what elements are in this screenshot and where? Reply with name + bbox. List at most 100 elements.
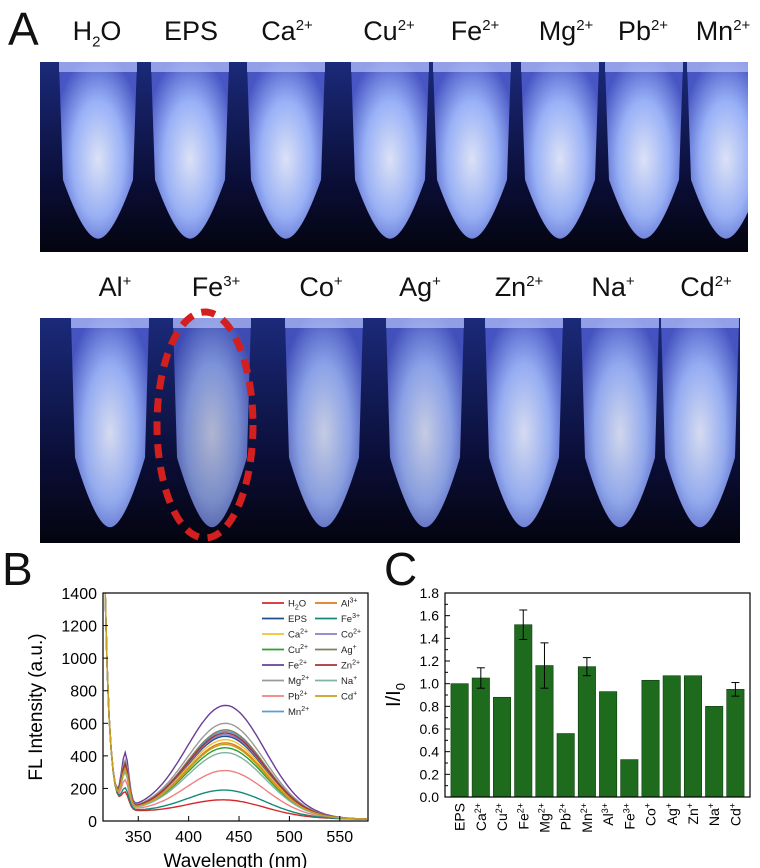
c-ytick-0: 0.0 [420, 789, 440, 805]
b-ytick-5: 1000 [61, 651, 97, 668]
b-ytick-7: 1400 [61, 586, 97, 603]
spectrum-line-10 [104, 593, 368, 820]
legend-label-l-0: H2O [288, 599, 306, 612]
row1-label-7: Mn2+ [695, 16, 751, 46]
legend-label-r-6: Cd+ [341, 691, 357, 703]
error-bar-6 [582, 657, 591, 677]
b-ytick-4: 800 [70, 684, 97, 701]
top-tube-4 [433, 62, 511, 239]
c-xtick-0: EPS [452, 803, 468, 831]
legend-label-l-6: Pb2+ [288, 691, 308, 703]
c-xtick-11: Zn+ [685, 803, 701, 825]
legend-label-r-3: Ag+ [341, 644, 357, 656]
row2-label-3: Ag+ [399, 272, 441, 302]
c-xtick-9: Co+ [643, 803, 659, 826]
c-xtick-8: Fe3+ [621, 803, 637, 830]
legend-label-r-4: Zn2+ [341, 660, 360, 672]
c-xtick-10: Ag+ [664, 803, 680, 825]
spectrum-line-0 [104, 593, 367, 820]
row1-label-0: H2O [72, 16, 122, 51]
bar-5 [556, 733, 575, 798]
b-xtick-3: 500 [276, 829, 303, 846]
legend-label-l-4: Fe2+ [288, 660, 307, 672]
legend-label-l-2: Ca2+ [288, 629, 308, 641]
bar-1 [471, 677, 490, 798]
panel-c-letter: C [384, 543, 418, 595]
error-bar-4 [540, 642, 549, 689]
legend-label-l-1: EPS [288, 614, 307, 625]
spectrum-line-9 [104, 593, 368, 820]
c-ytick-2: 0.4 [420, 744, 440, 760]
c-xtick-7: Al3+ [600, 803, 616, 826]
legend-label-r-2: Co2+ [341, 629, 361, 641]
c-ytick-8: 1.6 [420, 608, 440, 624]
b-xtick-4: 550 [326, 829, 353, 846]
top-tube-5 [521, 62, 599, 239]
tube-photo-top [40, 62, 748, 252]
row2-label-0: Al+ [98, 272, 132, 302]
bar-13 [726, 689, 745, 798]
legend-label-l-5: Mg2+ [288, 675, 309, 687]
row1-label-1: EPS [163, 16, 219, 46]
row2-label-5: Na+ [591, 272, 635, 302]
legend-label-r-1: Fe3+ [341, 613, 360, 625]
c-ytick-3: 0.6 [420, 721, 440, 737]
b-ylabel: FL Intensity (a.u.) [26, 633, 47, 780]
spectrum-line-3 [104, 593, 367, 820]
c-ylabel: I/I0 [383, 683, 408, 707]
bar-0 [450, 683, 469, 798]
panel-a-letter: A [8, 3, 39, 55]
bottom-tube-5 [581, 318, 659, 528]
row1-label-5: Mg2+ [538, 16, 594, 46]
c-xtick-13: Cd+ [727, 803, 743, 826]
c-xtick-4: Mg2+ [536, 803, 552, 833]
b-ytick-3: 600 [70, 716, 97, 733]
b-xtick-0: 350 [125, 829, 152, 846]
error-bar-1 [476, 667, 485, 689]
spectrum-line-1 [104, 593, 368, 820]
tube-photo-top-svg [40, 62, 748, 252]
spectrum-line-2 [104, 593, 367, 820]
bar-12 [705, 706, 724, 798]
legend-label-r-5: Na+ [341, 675, 357, 687]
spectrum-line-13 [104, 593, 367, 820]
c-ytick-5: 1.0 [420, 676, 440, 692]
legend-label-l-3: Cu2+ [288, 644, 308, 656]
c-xtick-2: Cu2+ [494, 803, 510, 831]
bottom-tube-4 [485, 318, 563, 528]
bar-8 [620, 759, 639, 798]
spectrum-line-11 [104, 593, 368, 820]
spectrum-line-8 [104, 593, 367, 820]
row2-label-6: Cd2+ [680, 272, 732, 302]
error-bar-3 [519, 609, 528, 640]
row2-label-2: Co+ [299, 272, 343, 302]
row1-label-3: Cu2+ [363, 16, 415, 46]
intensity-ratio-bar-chart: EPS Ca2+ Cu2+ Fe2+ Mg2+ Pb2+ Mn2+ Al3+ Fe3+ Co+ Ag… [383, 585, 751, 833]
c-ytick-4: 0.8 [420, 698, 440, 714]
bottom-tube-2 [285, 318, 363, 528]
b-ytick-2: 400 [70, 749, 97, 766]
row1-label-4: Fe2+ [450, 16, 500, 46]
bottom-tube-3 [386, 318, 464, 528]
row1-label-6: Pb2+ [617, 16, 669, 46]
top-tube-2 [247, 62, 325, 239]
c-ytick-7: 1.4 [420, 630, 440, 646]
top-tube-3 [351, 62, 429, 239]
tube-photo-bottom [40, 318, 740, 543]
row1-label-2: Ca2+ [261, 16, 313, 46]
panel-b-letter: B [2, 543, 33, 595]
spectrum-line-14 [104, 593, 367, 820]
bottom-tube-6 [661, 318, 739, 528]
c-ytick-1: 0.2 [420, 766, 440, 782]
legend-label-r-0: Al3+ [341, 598, 357, 610]
b-ytick-0: 0 [88, 814, 97, 831]
c-xtick-1: Ca2+ [473, 803, 489, 831]
c-xtick-5: Pb2+ [558, 803, 574, 830]
bar-2 [493, 696, 512, 798]
spectrum-line-4 [104, 593, 368, 820]
bottom-tube-0 [71, 318, 149, 528]
bar-3 [514, 624, 533, 798]
bar-9 [641, 679, 660, 798]
c-xtick-3: Fe2+ [515, 803, 531, 830]
spectrum-line-5 [104, 593, 368, 820]
